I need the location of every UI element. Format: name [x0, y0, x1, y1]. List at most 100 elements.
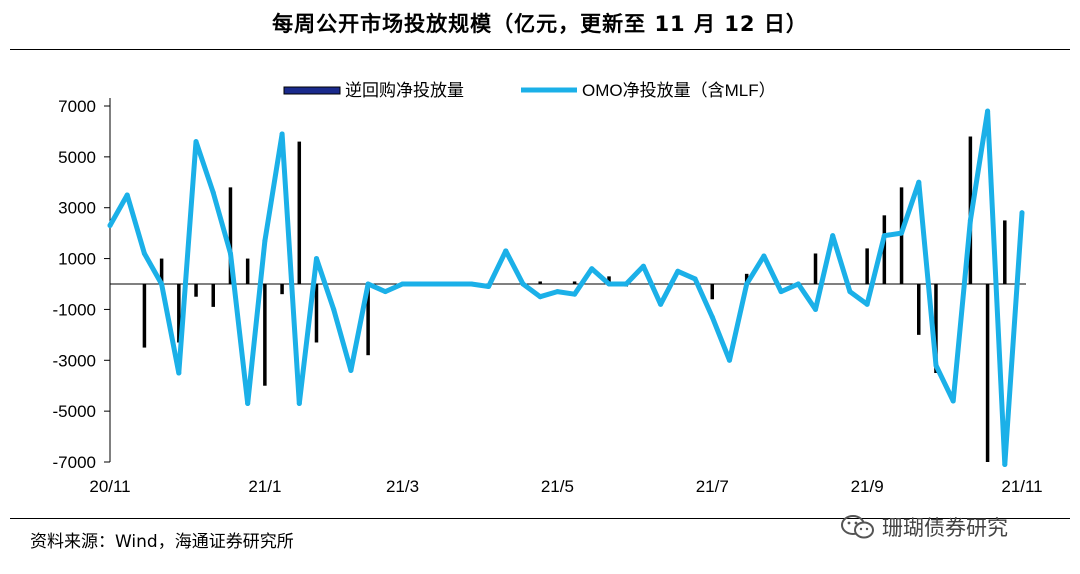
line-point: [193, 139, 199, 145]
bottom-rule: [10, 518, 1070, 519]
line-point: [761, 253, 767, 259]
y-tick-label: 3000: [58, 199, 96, 218]
line-point: [589, 266, 595, 272]
line-point: [468, 281, 474, 287]
legend-bar-swatch: [283, 86, 341, 95]
line-point: [382, 289, 388, 295]
line-point: [709, 314, 715, 320]
line-point: [744, 281, 750, 287]
bar: [280, 284, 284, 295]
line-point: [313, 256, 319, 262]
y-tick-label: -3000: [53, 351, 96, 370]
chart-svg: 逆回购净投放量 OMO净投放量（含MLF） 7000 5000 3000 1000 -1…: [53, 81, 1043, 496]
line-point: [916, 179, 922, 185]
line-point: [658, 301, 664, 307]
bar: [177, 284, 181, 343]
line-point: [864, 301, 870, 307]
line-point: [967, 217, 973, 223]
line-point: [417, 281, 423, 287]
line-point: [279, 131, 285, 137]
bar: [228, 187, 233, 284]
bar: [813, 253, 818, 284]
watermark: 珊瑚债券研究: [840, 512, 1008, 542]
bar: [194, 284, 198, 297]
bar: [744, 273, 749, 284]
bar: [142, 284, 147, 348]
y-tick-label: -1000: [53, 300, 96, 319]
legend-bar-label: 逆回购净投放量: [345, 81, 464, 100]
line-point: [296, 401, 302, 407]
line-point: [107, 223, 113, 229]
line-point: [830, 233, 836, 239]
legend-line-label: OMO净投放量（含MLF）: [582, 81, 776, 100]
line-point: [623, 281, 629, 287]
bar: [211, 284, 215, 307]
y-tick-label: 1000: [58, 250, 96, 269]
bar: [985, 284, 990, 462]
line-point: [210, 189, 216, 195]
line-point: [675, 268, 681, 274]
line-point: [400, 281, 406, 287]
y-axis: 7000 5000 3000 1000 -1000 -3000 -5000 -7000: [53, 97, 111, 472]
bar: [538, 281, 542, 284]
line-point: [554, 289, 560, 295]
bar: [934, 284, 938, 373]
line-point: [486, 284, 492, 290]
bar: [366, 284, 370, 356]
line-series: [107, 108, 1025, 468]
bar: [710, 284, 715, 300]
x-tick-label: 21/11: [1001, 477, 1042, 496]
y-tick-label: 7000: [58, 97, 96, 116]
watermark-text: 珊瑚债券研究: [882, 516, 1008, 540]
y-tick-label: -7000: [53, 453, 96, 472]
line-point: [606, 281, 612, 287]
line-point: [933, 362, 939, 368]
line-point: [124, 192, 130, 198]
y-tick-label: 5000: [58, 148, 96, 167]
line-point: [795, 281, 801, 287]
line-point: [141, 250, 147, 256]
bar: [245, 258, 250, 284]
bar-series: [142, 136, 1007, 462]
bar: [607, 276, 611, 284]
legend: 逆回购净投放量 OMO净投放量（含MLF）: [283, 81, 776, 100]
bar: [917, 284, 921, 335]
line-point: [813, 306, 819, 312]
bar: [159, 258, 164, 284]
line-point: [985, 108, 991, 114]
y-tick-label: -5000: [53, 402, 96, 421]
x-axis: 20/11 21/1 21/3 21/5 21/7 21/9 21/11: [89, 283, 1043, 496]
omo-line: [107, 108, 1025, 467]
chart-title: 每周公开市场投放规模（亿元，更新至 11 月 12 日）: [272, 12, 808, 36]
line-point: [1019, 210, 1025, 216]
line-point: [245, 401, 251, 407]
bar: [1003, 220, 1007, 284]
line-point: [176, 370, 182, 376]
line-point: [692, 276, 698, 282]
bar: [899, 187, 904, 284]
line-point: [451, 281, 457, 287]
x-tick-label: 21/9: [851, 477, 884, 496]
line-point: [881, 233, 887, 239]
top-rule: [10, 49, 1070, 50]
wechat-icon: [841, 515, 874, 539]
line-point: [503, 248, 509, 254]
line-point: [899, 230, 905, 236]
line-point: [950, 398, 956, 404]
line-point: [348, 367, 354, 373]
line-point: [262, 238, 268, 244]
bar: [572, 281, 577, 284]
source-note: 资料来源：Wind，海通证券研究所: [30, 532, 294, 552]
line-point: [520, 281, 526, 287]
line-point: [331, 306, 337, 312]
line-point: [847, 289, 853, 295]
line-point: [227, 250, 233, 256]
line-point: [537, 294, 543, 300]
x-tick-label: 21/7: [696, 477, 729, 496]
bar: [263, 284, 267, 386]
line-point: [640, 263, 646, 269]
x-tick-label: 20/11: [89, 477, 130, 496]
x-tick-label: 21/5: [541, 477, 574, 496]
bar: [865, 248, 869, 284]
x-tick-label: 21/1: [248, 477, 281, 496]
